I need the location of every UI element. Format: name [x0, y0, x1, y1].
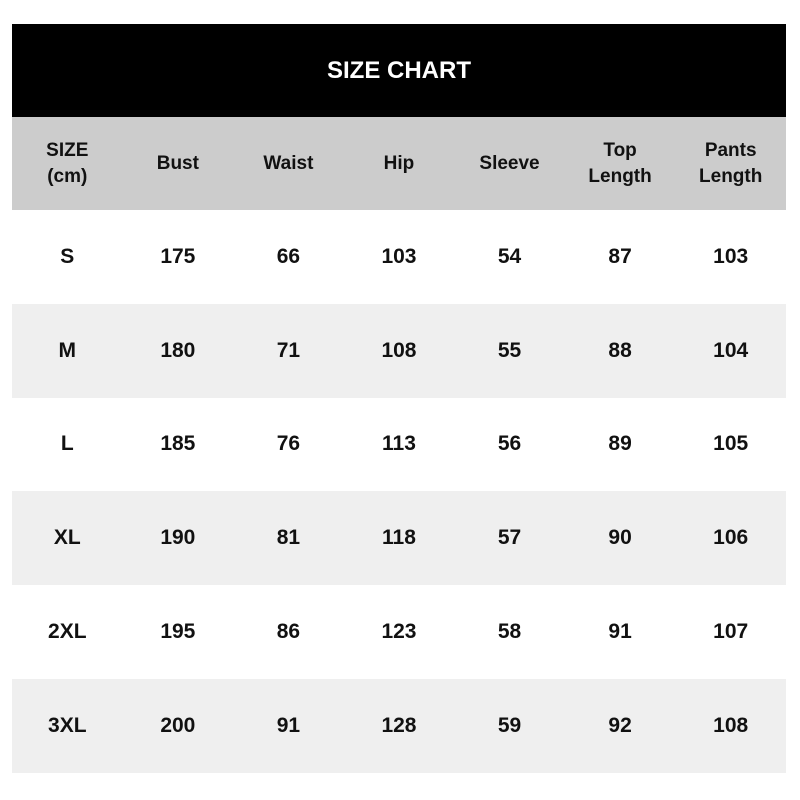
- table-row: 2XL 195 86 123 58 91 107: [12, 585, 786, 679]
- measurement-cell: 76: [276, 432, 301, 456]
- measurement-cell: 180: [122, 303, 234, 398]
- measurement-cell: 92: [564, 678, 676, 773]
- column-header: Pants Length: [675, 117, 786, 210]
- measurement-cell: 200: [122, 678, 234, 773]
- column-header-line: Sleeve: [479, 152, 540, 174]
- measurement-cell: 185: [160, 432, 196, 456]
- measurement-cell: 57: [454, 491, 565, 586]
- measurement-cell: 128: [343, 678, 455, 773]
- measurement-cell: 90: [564, 491, 676, 586]
- measurement-cell: 103: [713, 244, 749, 268]
- measurement-cell: 58: [497, 620, 522, 644]
- measurement-cell: 91: [233, 678, 344, 773]
- table-row: M 180 71 108 55 88 104: [12, 303, 786, 398]
- table-row: 3XL 200 91 128 59 92 108: [12, 678, 786, 773]
- size-cell: M: [12, 303, 123, 398]
- measurement-cell: 89: [608, 432, 632, 456]
- size-cell: 3XL: [12, 678, 123, 773]
- measurement-cell: 59: [454, 678, 565, 773]
- column-header: Sleeve: [454, 117, 565, 210]
- measurement-cell: 71: [233, 303, 344, 398]
- table-row: XL 190 81 118 57 90 106: [12, 491, 786, 586]
- measurement-cell: 108: [343, 303, 455, 398]
- column-header: Bust: [122, 117, 234, 210]
- measurement-cell: 106: [675, 491, 786, 586]
- column-header-line: Pants: [704, 139, 757, 161]
- size-chart: SIZE CHART SIZE (cm) Bust Waist Hip Sleeve Top…: [12, 24, 786, 773]
- measurement-cell: 175: [160, 244, 196, 268]
- column-header-line: Bust: [156, 152, 199, 174]
- measurement-cell: 81: [233, 491, 344, 586]
- header-row: SIZE (cm) Bust Waist Hip Sleeve Top Length Pants…: [12, 117, 786, 210]
- size-cell: L: [60, 432, 74, 456]
- measurement-cell: 108: [675, 678, 786, 773]
- measurement-cell: 113: [382, 432, 416, 456]
- measurement-cell: 118: [343, 491, 455, 586]
- table-row: S 175 66 103 54 87 103: [12, 210, 786, 304]
- column-header-line: Waist: [263, 152, 314, 174]
- column-header: Waist: [233, 117, 344, 210]
- column-header-line: Length: [588, 165, 652, 187]
- measurement-cell: 54: [497, 244, 522, 268]
- measurement-cell: 88: [564, 303, 676, 398]
- column-header-line: Length: [699, 165, 763, 187]
- measurement-cell: 107: [713, 620, 749, 644]
- measurement-cell: 86: [276, 620, 301, 644]
- measurement-cell: 104: [675, 303, 786, 398]
- measurement-cell: 105: [713, 432, 749, 456]
- column-header: Top Length: [564, 117, 676, 210]
- size-cell: S: [60, 244, 75, 268]
- column-header-line: Top: [603, 139, 637, 161]
- measurement-cell: 91: [608, 620, 632, 644]
- measurement-cell: 103: [381, 244, 417, 268]
- size-table: SIZE (cm) Bust Waist Hip Sleeve Top Length Pants…: [12, 117, 786, 773]
- measurement-cell: 55: [454, 303, 565, 398]
- size-cell: XL: [12, 491, 123, 586]
- measurement-cell: 56: [497, 432, 522, 456]
- measurement-cell: 87: [608, 244, 632, 268]
- size-cell: 2XL: [48, 620, 87, 644]
- column-header: Hip: [343, 117, 455, 210]
- column-header-line: (cm): [47, 165, 88, 187]
- measurement-cell: 190: [122, 491, 234, 586]
- measurement-cell: 66: [276, 244, 301, 268]
- column-header: SIZE (cm): [12, 117, 123, 210]
- chart-title: SIZE CHART: [12, 24, 786, 117]
- column-header-line: Hip: [383, 152, 415, 174]
- column-header-line: SIZE: [46, 139, 89, 161]
- measurement-cell: 123: [381, 620, 417, 644]
- measurement-cell: 195: [160, 620, 196, 644]
- table-row: L 185 76 113 56 89 105: [12, 398, 786, 492]
